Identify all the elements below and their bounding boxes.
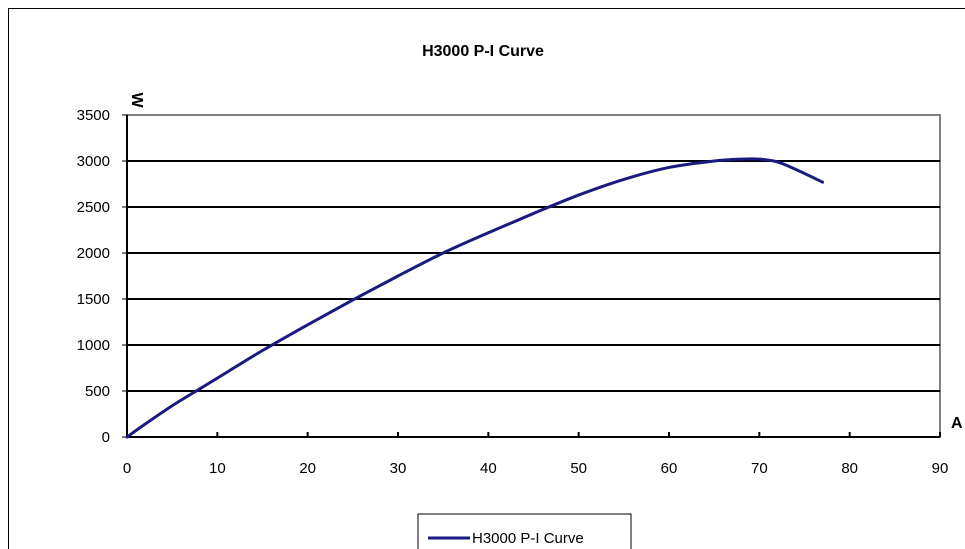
y-tick-label: 2500 (77, 199, 110, 216)
y-tick-label: 500 (85, 383, 110, 400)
x-tick-label: 20 (299, 460, 316, 477)
series-layer (125, 157, 825, 439)
y-tick-label: 1000 (77, 337, 110, 354)
x-tick-label: 30 (390, 460, 407, 477)
x-axis-label: A (951, 415, 963, 432)
y-tick-label: 0 (102, 429, 110, 446)
legend-label: H3000 P-I Curve (472, 530, 584, 547)
y-tick-label: 3500 (77, 107, 110, 124)
plot-area (126, 114, 941, 438)
x-tick-label: 40 (480, 460, 497, 477)
y-axis-label: W (128, 92, 145, 108)
legend-box (417, 513, 632, 549)
chart-title: H3000 P-I Curve (422, 43, 544, 60)
y-tick-label: 2000 (77, 245, 110, 262)
series-line-0 (125, 157, 825, 439)
x-axis-ticks: 0 10 20 30 40 50 60 70 80 90 (123, 432, 949, 477)
x-tick-label: 60 (661, 460, 678, 477)
y-axis-ticks: 0 500 1000 1500 2000 2500 3000 3500 (77, 107, 127, 446)
x-tick-label: 50 (570, 460, 587, 477)
gridlines (127, 160, 940, 392)
axes (126, 115, 940, 438)
y-tick-label: 3000 (77, 153, 110, 170)
x-tick-label: 70 (751, 460, 768, 477)
legend: H3000 P-I Curve (417, 513, 632, 549)
x-tick-label: 0 (123, 460, 131, 477)
x-tick-label: 10 (209, 460, 226, 477)
y-tick-label: 1500 (77, 291, 110, 308)
x-tick-label: 80 (841, 460, 858, 477)
x-tick-label: 90 (932, 460, 949, 477)
